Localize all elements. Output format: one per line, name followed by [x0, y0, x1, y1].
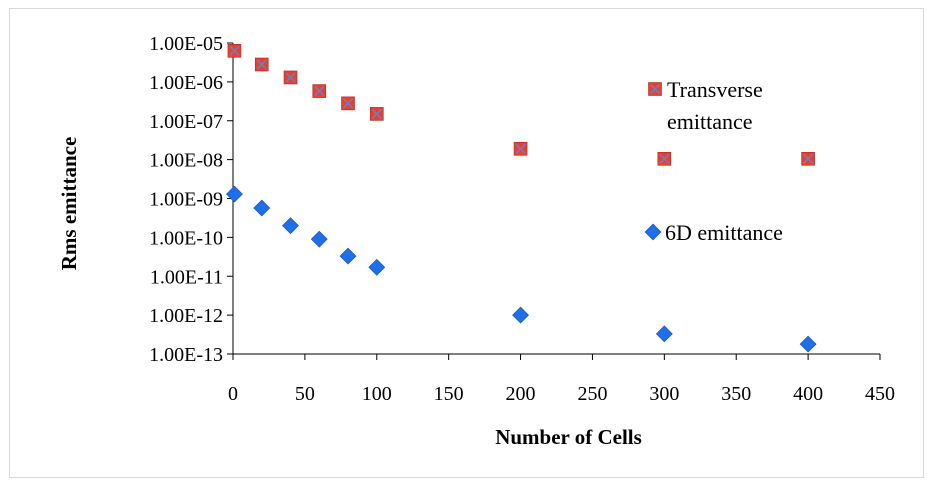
chart-area [9, 8, 924, 478]
y-tick-label: 1.00E-08 [149, 150, 223, 172]
x-axis-title: Number of Cells [495, 425, 642, 449]
x-tick-label: 300 [649, 383, 679, 405]
legend-label: Transverse [667, 77, 763, 102]
6d-emittance-point [799, 335, 817, 353]
legend-marker-diamond-icon [644, 223, 662, 241]
6d-emittance-point [368, 258, 386, 276]
data-points [226, 44, 817, 353]
6d-emittance-point [226, 185, 243, 203]
y-tick-label: 1.00E-10 [149, 227, 223, 249]
transverse-emittance-point [254, 57, 269, 72]
y-axis-ticks: 1.00E-05 1.00E-06 1.00E-07 1.00E-08 1.00E-09… [149, 33, 233, 366]
6d-emittance-point [253, 199, 271, 217]
transverse-emittance-point [341, 96, 355, 111]
x-tick-label: 350 [721, 383, 751, 405]
transverse-emittance-point [369, 107, 384, 121]
y-tick-label: 1.00E-12 [149, 305, 223, 327]
legend-item: 6D emittance [644, 220, 783, 245]
y-axis-title: Rms emittance [57, 137, 81, 271]
y-tick-label: 1.00E-09 [149, 189, 223, 211]
y-tick-label: 1.00E-13 [149, 344, 223, 366]
x-tick-label: 100 [362, 383, 392, 405]
6d-emittance-point [282, 217, 299, 235]
x-tick-label: 400 [793, 383, 823, 405]
y-tick-label: 1.00E-06 [149, 72, 223, 94]
y-tick-label: 1.00E-07 [149, 111, 223, 133]
transverse-emittance-point [513, 141, 528, 156]
transverse-emittance-point [227, 44, 242, 58]
x-tick-label: 50 [295, 383, 315, 405]
transverse-emittance-point [801, 152, 815, 166]
legend-item: Transverse emittance [648, 77, 763, 134]
x-axis-ticks: 0 50 100 150 200 250 300 350 400 450 [228, 354, 895, 405]
legend: Transverse emittance 6D emittance [644, 77, 783, 245]
6d-emittance-point [310, 230, 328, 248]
x-tick-label: 250 [577, 383, 607, 405]
transverse-emittance-point [283, 70, 298, 85]
legend-label: emittance [667, 109, 753, 134]
transverse-emittance-point [312, 84, 327, 98]
6d-emittance-point [339, 247, 357, 265]
y-tick-label: 1.00E-11 [150, 266, 223, 288]
legend-marker-square-icon [648, 82, 662, 96]
6d-emittance-point [512, 306, 529, 324]
x-tick-label: 450 [865, 383, 895, 405]
y-tick-label: 1.00E-05 [149, 33, 223, 55]
legend-label: 6D emittance [665, 220, 783, 245]
transverse-emittance-point [657, 152, 672, 166]
x-tick-label: 150 [434, 383, 464, 405]
x-tick-label: 200 [506, 383, 536, 405]
6d-emittance-point [655, 325, 673, 343]
x-tick-label: 0 [228, 383, 238, 405]
